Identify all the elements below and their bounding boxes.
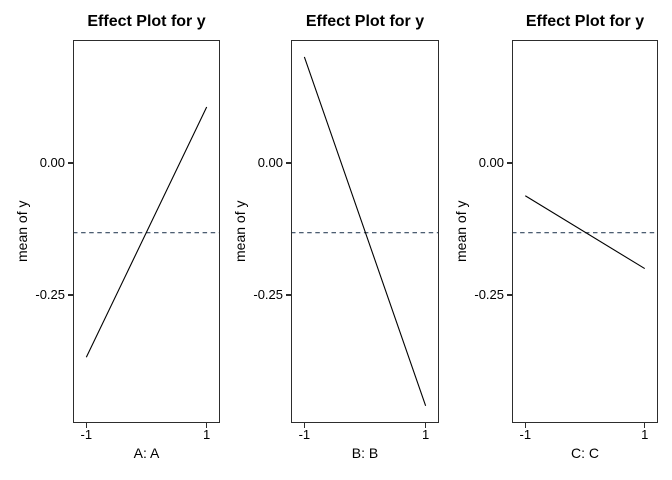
y-tick-mark bbox=[507, 162, 512, 164]
y-tick-label: 0.00 bbox=[257, 155, 283, 170]
y-tick-mark bbox=[286, 294, 291, 296]
effect-line-plot bbox=[512, 195, 658, 270]
y-tick-label: -0.25 bbox=[253, 286, 283, 302]
effect-line-plot bbox=[291, 56, 439, 407]
y-tick-label: 0.00 bbox=[39, 155, 65, 170]
plot-panel-border bbox=[291, 40, 439, 423]
x-tick-label: -1 bbox=[80, 427, 93, 442]
y-tick-label: -0.25 bbox=[35, 286, 65, 302]
x-tick-mark bbox=[205, 423, 208, 428]
y-tick-label: -0.25 bbox=[474, 286, 504, 302]
y-tick-mark bbox=[286, 162, 291, 164]
x-tick-mark bbox=[85, 423, 88, 428]
x-axis-label: B: B bbox=[351, 445, 379, 461]
x-tick-label: -1 bbox=[519, 427, 532, 442]
panel-title: Effect Plot for y bbox=[87, 13, 206, 30]
y-tick-mark bbox=[507, 294, 512, 296]
plot-panel-border bbox=[73, 40, 220, 423]
y-axis-label: mean of y bbox=[232, 200, 248, 263]
y-axis-label: mean of y bbox=[14, 200, 30, 263]
y-axis-label: mean of y bbox=[453, 200, 469, 263]
x-tick-mark bbox=[424, 423, 427, 428]
y-tick-mark bbox=[68, 294, 73, 296]
x-tick-label: 1 bbox=[422, 427, 430, 442]
x-tick-mark bbox=[643, 423, 646, 428]
x-axis-label: A: A bbox=[133, 445, 160, 461]
x-axis-label: C: C bbox=[571, 445, 599, 461]
x-tick-mark bbox=[303, 423, 306, 428]
y-tick-label: 0.00 bbox=[478, 155, 504, 170]
panel-title: Effect Plot for y bbox=[305, 13, 425, 30]
x-tick-label: 1 bbox=[641, 427, 649, 442]
x-tick-mark bbox=[524, 423, 527, 428]
panel-title: Effect Plot for y bbox=[525, 13, 645, 30]
y-tick-mark bbox=[68, 162, 73, 164]
x-tick-label: 1 bbox=[203, 427, 211, 442]
effect-line-plot bbox=[73, 106, 220, 358]
plot-panel-border bbox=[512, 40, 658, 423]
x-tick-label: -1 bbox=[298, 427, 311, 442]
